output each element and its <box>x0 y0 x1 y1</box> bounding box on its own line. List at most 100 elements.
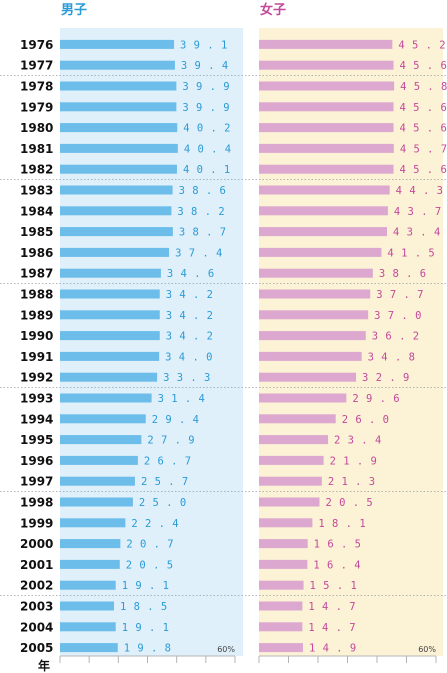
value-label-1-1995: 2 3 . 4 <box>334 435 382 447</box>
bar-0-2003 <box>60 601 114 611</box>
panel-backgrounds <box>60 28 443 656</box>
bar-0-2001 <box>60 559 120 569</box>
bar-1-1996 <box>259 455 324 465</box>
bar-1-1993 <box>259 393 347 403</box>
bar-0-1998 <box>60 497 133 507</box>
value-label-0-1997: 2 5 . 7 <box>141 476 189 488</box>
bar-0-1989 <box>60 310 160 320</box>
value-label-0-1977: 3 9 . 4 <box>181 60 229 72</box>
year-label: 1976 <box>20 38 53 52</box>
value-label-1-1994: 2 6 . 0 <box>342 414 390 426</box>
year-label: 1986 <box>20 246 53 260</box>
axes: 60% 60% <box>59 645 437 663</box>
value-label-1-1978: 4 5 . 8 <box>400 81 447 93</box>
bar-1-2001 <box>259 559 308 569</box>
value-label-1-1982: 4 5 . 6 <box>400 164 447 176</box>
value-label-0-2002: 1 9 . 1 <box>122 580 170 592</box>
bar-0-1982 <box>60 164 177 174</box>
year-label: 1987 <box>20 267 53 281</box>
value-label-1-1977: 4 5 . 6 <box>400 60 447 72</box>
year-label: 1983 <box>20 184 53 198</box>
year-label: 2001 <box>20 558 53 572</box>
bar-0-1988 <box>60 289 160 299</box>
value-label-0-2003: 1 8 . 5 <box>120 601 168 613</box>
bar-1-2004 <box>259 622 303 632</box>
year-label: 1984 <box>20 204 53 218</box>
bar-1-1998 <box>259 497 320 507</box>
value-label-1-1976: 4 5 . 2 <box>398 39 446 51</box>
bar-1-1982 <box>259 164 394 174</box>
year-label: 1977 <box>20 59 53 73</box>
value-label-0-1976: 3 9 . 1 <box>180 39 228 51</box>
group-separators <box>0 75 447 596</box>
bar-0-1987 <box>60 268 161 278</box>
value-label-0-1986: 3 7 . 4 <box>175 247 223 259</box>
bar-0-1981 <box>60 143 178 153</box>
value-label-1-1979: 4 5 . 6 <box>400 102 447 114</box>
bar-0-1985 <box>60 227 173 237</box>
category-axis-label: 年 <box>38 658 50 673</box>
value-label-0-1987: 3 4 . 6 <box>167 268 215 280</box>
value-label-0-1993: 3 1 . 4 <box>158 393 206 405</box>
bar-1-1991 <box>259 351 362 361</box>
value-labels: 3 9 . 1 3 9 . 4 3 9 . 9 3 9 . 9 4 0 . 2 4 0 .… <box>120 39 447 654</box>
value-label-0-1998: 2 5 . 0 <box>139 497 187 509</box>
bar-1-1992 <box>259 372 357 382</box>
bar-1-1989 <box>259 310 369 320</box>
bar-0-1999 <box>60 518 126 528</box>
bars <box>60 39 395 653</box>
bar-1-1977 <box>259 60 394 70</box>
bar-0-1983 <box>60 185 173 195</box>
value-label-1-1998: 2 0 . 5 <box>325 497 373 509</box>
value-label-0-1979: 3 9 . 9 <box>182 102 230 114</box>
bar-0-1978 <box>60 81 177 91</box>
bar-1-1981 <box>259 143 394 153</box>
value-label-0-1999: 2 2 . 4 <box>131 518 179 530</box>
bar-0-1990 <box>60 331 160 341</box>
value-label-0-1978: 3 9 . 9 <box>182 81 230 93</box>
bar-1-1995 <box>259 435 329 445</box>
year-label: 1994 <box>20 412 53 426</box>
value-label-0-1981: 4 0 . 4 <box>184 143 232 155</box>
bar-0-2005 <box>60 643 118 653</box>
bar-1-2000 <box>259 539 308 549</box>
value-label-1-1980: 4 5 . 6 <box>400 123 447 135</box>
year-label: 1988 <box>20 288 53 302</box>
panel-titles: 男子 女子 <box>61 2 286 18</box>
series-title-0: 男子 <box>61 3 87 18</box>
value-label-1-1991: 3 4 . 8 <box>368 351 416 363</box>
series-title-1: 女子 <box>260 2 286 18</box>
bar-1-1984 <box>259 206 388 216</box>
value-label-0-1991: 3 4 . 0 <box>165 351 213 363</box>
year-label: 2004 <box>20 620 53 634</box>
value-label-0-2000: 2 0 . 7 <box>126 539 174 551</box>
bar-1-1990 <box>259 331 366 341</box>
value-label-1-1981: 4 5 . 7 <box>400 143 447 155</box>
year-label: 2002 <box>20 579 53 593</box>
year-labels: 1976 1977 1978 1979 1980 1981 1982 1983 1984 1985… <box>20 38 53 673</box>
bar-1-1976 <box>259 39 393 49</box>
value-label-0-1982: 4 0 . 1 <box>183 164 231 176</box>
bar-0-2000 <box>60 539 121 549</box>
value-label-0-1983: 3 8 . 6 <box>179 185 227 197</box>
value-label-0-1995: 2 7 . 9 <box>147 435 195 447</box>
year-label: 1991 <box>20 350 53 364</box>
year-label: 2005 <box>20 641 53 655</box>
bar-0-1996 <box>60 455 138 465</box>
bar-1-1985 <box>259 227 388 237</box>
year-label: 2003 <box>20 600 53 614</box>
value-label-0-1988: 3 4 . 2 <box>166 289 214 301</box>
year-label: 2000 <box>20 537 53 551</box>
value-label-1-1997: 2 1 . 3 <box>328 476 376 488</box>
bar-1-2003 <box>259 601 303 611</box>
panel-background-1 <box>259 28 443 656</box>
value-label-1-1996: 2 1 . 9 <box>330 455 378 467</box>
bar-0-1995 <box>60 435 142 445</box>
value-label-1-1987: 3 8 . 6 <box>379 268 427 280</box>
x-max-label-1: 60% <box>418 645 436 654</box>
year-label: 1998 <box>20 496 53 510</box>
bar-0-1984 <box>60 206 172 216</box>
value-label-0-1990: 3 4 . 2 <box>166 331 214 343</box>
value-label-1-1999: 1 8 . 1 <box>318 518 366 530</box>
bar-0-1993 <box>60 393 152 403</box>
